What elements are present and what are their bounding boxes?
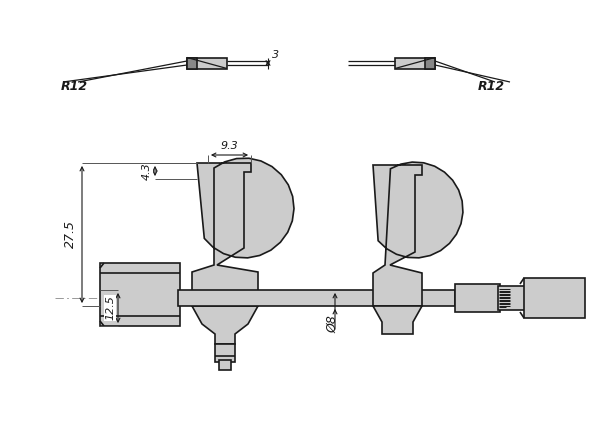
Bar — [178, 290, 455, 306]
Bar — [395, 57, 435, 68]
Polygon shape — [373, 162, 463, 306]
Bar — [100, 263, 180, 326]
Bar — [524, 278, 585, 318]
Text: R12: R12 — [61, 80, 88, 92]
Text: 27.5: 27.5 — [64, 220, 77, 248]
Text: R12: R12 — [478, 80, 505, 92]
Polygon shape — [192, 158, 294, 306]
Polygon shape — [373, 306, 422, 334]
Bar — [187, 57, 197, 68]
Text: 9.3: 9.3 — [221, 141, 238, 151]
Bar — [425, 57, 435, 68]
Text: Ø8: Ø8 — [326, 315, 340, 333]
Bar — [215, 344, 235, 362]
Bar — [498, 286, 526, 310]
Bar — [219, 360, 231, 370]
Polygon shape — [192, 306, 258, 344]
Text: 12.5: 12.5 — [105, 296, 115, 321]
Text: 3: 3 — [272, 49, 279, 60]
Bar — [187, 57, 227, 68]
Bar — [455, 284, 500, 312]
Text: 4.3: 4.3 — [142, 162, 152, 180]
